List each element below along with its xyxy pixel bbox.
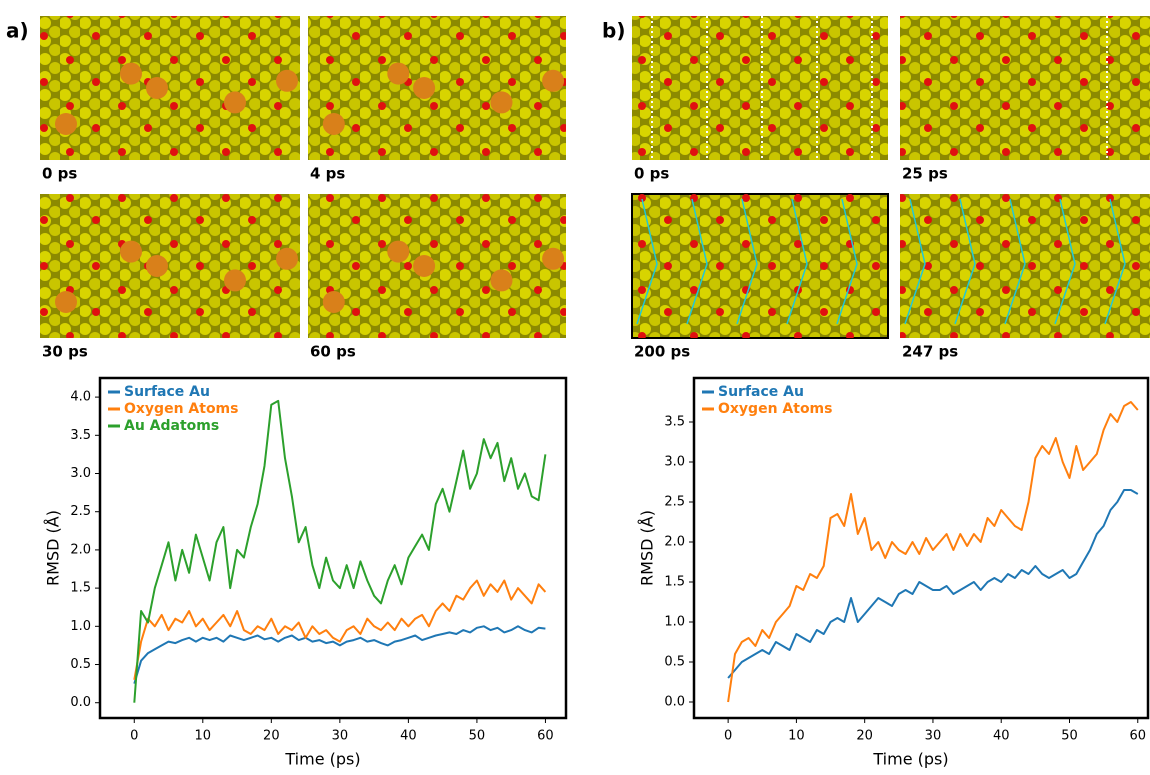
adatom (120, 240, 142, 263)
image-caption: 4 ps (310, 165, 345, 183)
adatom (322, 113, 345, 135)
y-tick-label: 1.5 (664, 575, 685, 590)
image-caption: 25 ps (902, 165, 948, 183)
image-caption: 247 ps (902, 343, 958, 361)
x-tick-label: 10 (788, 729, 805, 744)
y-tick-label: 0.0 (70, 695, 91, 710)
adatom (413, 255, 436, 277)
x-tick-label: 30 (925, 729, 942, 744)
legend-label: Oxygen Atoms (718, 401, 832, 417)
boundary-line (736, 198, 758, 325)
y-tick-label: 1.0 (70, 619, 91, 634)
adatom (413, 77, 436, 99)
y-tick-label: 1.5 (70, 581, 91, 596)
boundary-line (1054, 198, 1076, 325)
x-tick-label: 20 (856, 729, 873, 744)
adatom (276, 69, 298, 92)
series-line (133, 579, 547, 680)
x-tick-label: 60 (537, 729, 554, 744)
panel-label: a) (6, 19, 29, 43)
y-tick-label: 3.0 (70, 466, 91, 481)
adatom (55, 113, 77, 135)
y-tick-label: 2.0 (664, 535, 685, 550)
adatom (387, 240, 410, 263)
x-tick-label: 50 (1061, 729, 1078, 744)
series-line (727, 401, 1139, 703)
oxygen-overlay (900, 16, 1150, 160)
y-tick-label: 2.5 (70, 504, 91, 519)
x-tick-label: 10 (195, 729, 212, 744)
legend-label: Au Adatoms (124, 418, 219, 434)
boundary-line (636, 198, 658, 325)
adatom (542, 247, 565, 270)
y-tick-label: 4.0 (70, 390, 91, 405)
image-caption: 60 ps (310, 343, 356, 361)
legend-label: Surface Au (124, 384, 210, 400)
adatom (55, 291, 77, 313)
oxygen-overlay (308, 194, 566, 338)
adatom (490, 269, 513, 292)
boundary-line (954, 198, 976, 325)
y-tick-label: 0.5 (70, 657, 91, 672)
x-tick-label: 40 (400, 729, 417, 744)
x-tick-label: 0 (724, 729, 732, 744)
adatom (490, 91, 513, 114)
y-axis-label: RMSD (Å) (44, 510, 63, 586)
image-caption: 0 ps (42, 165, 77, 183)
image-caption: 0 ps (634, 165, 669, 183)
x-axis-label: Time (ps) (284, 750, 360, 769)
y-tick-label: 0.0 (664, 695, 685, 710)
series-line (133, 399, 547, 703)
adatom (120, 62, 142, 85)
boundary-line (904, 198, 926, 325)
adatom (146, 255, 168, 277)
boundary-line (836, 198, 858, 325)
x-tick-label: 60 (1129, 729, 1146, 744)
x-tick-label: 50 (469, 729, 486, 744)
legend-label: Surface Au (718, 384, 804, 400)
oxygen-overlay (308, 16, 566, 160)
y-tick-label: 1.0 (664, 615, 685, 630)
y-tick-label: 2.5 (664, 495, 685, 510)
adatom (224, 91, 246, 114)
adatom (542, 69, 565, 92)
x-tick-label: 0 (130, 729, 138, 744)
y-axis-label: RMSD (Å) (638, 510, 657, 586)
boundary-line (1004, 198, 1026, 325)
y-tick-label: 3.5 (70, 428, 91, 443)
x-tick-label: 40 (993, 729, 1010, 744)
adatom (387, 62, 410, 85)
y-tick-label: 2.0 (70, 542, 91, 557)
series-line (727, 489, 1139, 679)
panel-label: b) (602, 19, 625, 43)
oxygen-overlay (40, 194, 300, 338)
boundary-line (786, 198, 808, 325)
x-tick-label: 20 (263, 729, 280, 744)
boundary-line (686, 198, 708, 325)
legend-label: Oxygen Atoms (124, 401, 238, 417)
series-line (133, 625, 546, 684)
plot-frame (692, 376, 1150, 720)
oxygen-overlay (40, 16, 300, 160)
image-caption: 200 ps (634, 343, 690, 361)
y-tick-label: 0.5 (664, 655, 685, 670)
image-caption: 30 ps (42, 343, 88, 361)
adatom (276, 247, 298, 270)
y-tick-label: 3.0 (664, 455, 685, 470)
adatom (224, 269, 246, 292)
adatom (146, 77, 168, 99)
boundary-line (1104, 198, 1126, 325)
plot-frame (98, 376, 568, 720)
adatom (322, 291, 345, 313)
y-tick-label: 3.5 (664, 415, 685, 430)
x-tick-label: 30 (332, 729, 349, 744)
oxygen-overlay (632, 16, 888, 160)
x-axis-label: Time (ps) (872, 750, 948, 769)
oxygen-overlay (632, 194, 888, 338)
